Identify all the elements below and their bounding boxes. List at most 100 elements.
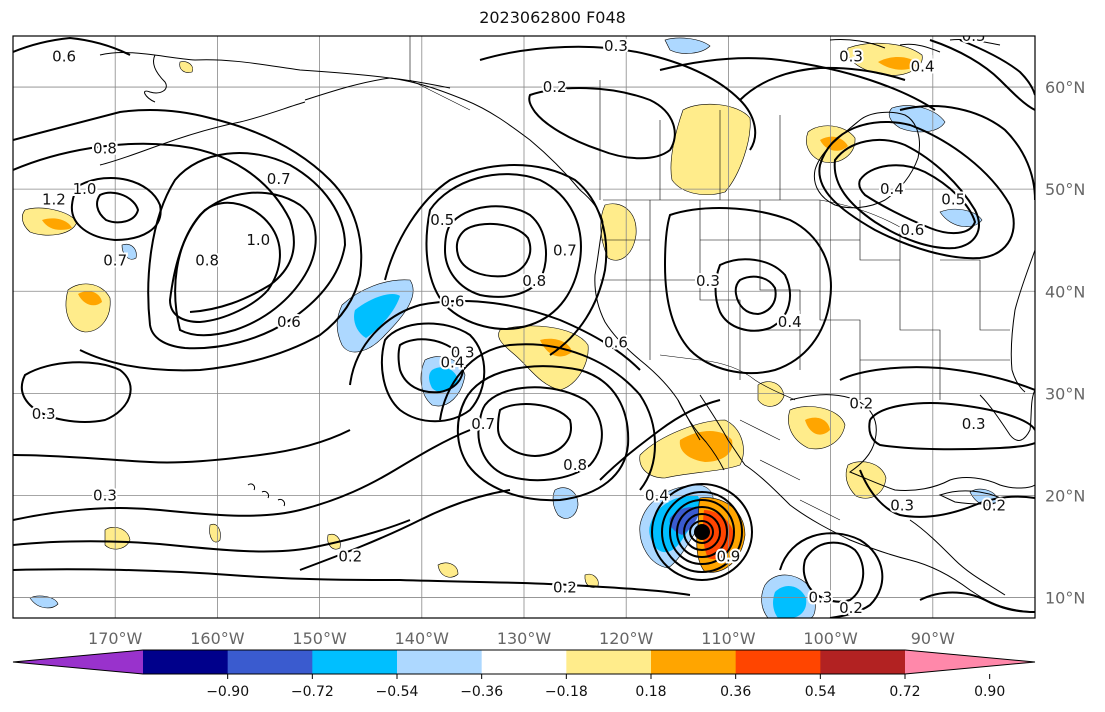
fill-warm-west-pacific-core: [42, 218, 72, 230]
colorbar-tick-label: 0.90: [974, 684, 1005, 700]
lon-tick-label: 160°W: [190, 629, 245, 648]
fill-warm-hawaii-west: [104, 527, 131, 550]
colorbar-tick-label: 0.72: [889, 684, 920, 700]
border-alaska-canada: [409, 36, 471, 111]
contour-hurricane-ring-3: [675, 505, 729, 559]
contour-west-big: [13, 142, 295, 313]
contour-0.2-southeast: [779, 532, 884, 618]
contour-hurricane-ring-5: [660, 490, 744, 574]
contour-west-ring-2: [70, 177, 162, 242]
fill-cold-southeast-core: [773, 586, 807, 618]
contour-label: 0.3: [839, 47, 863, 65]
contour-label: 0.4: [645, 486, 669, 504]
contour-label: 0.2: [338, 548, 362, 566]
contour-label: 0.5: [941, 190, 965, 208]
lon-tick-label: 170°W: [88, 629, 143, 648]
fill-warm-small-3: [437, 562, 459, 578]
contour-east-upper-2: [959, 39, 1035, 96]
colorbar-tick-label: −0.72: [291, 684, 334, 700]
contour-0.2-long: [13, 568, 691, 596]
fill-warm-midpacific-core: [78, 291, 102, 306]
contour-label: 0.3: [604, 37, 628, 55]
contour-label: 0.8: [93, 139, 117, 157]
contour-label: 0.3: [962, 415, 986, 433]
contour-label: 0.2: [849, 395, 873, 413]
contour-us-0.4: [714, 258, 791, 332]
contour-label: 0.2: [553, 578, 577, 596]
contour-label: 0.7: [553, 241, 577, 259]
colorbar-segment: [143, 650, 229, 674]
contour-0.3-gulf: [868, 402, 1035, 451]
contour-central-upper-ring-2: [443, 205, 547, 298]
contour-0.5-east-ring: [818, 120, 1015, 260]
contour-label: 0.3: [696, 272, 720, 290]
lat-tick-label: 10°N: [1045, 589, 1085, 608]
colorbar-tick-label: 0.18: [635, 684, 666, 700]
contour-0.4-east-pacific: [599, 399, 721, 481]
political-borders: [409, 36, 1010, 521]
lat-tick-label: 40°N: [1045, 282, 1085, 301]
contour-label: 0.4: [880, 180, 904, 198]
contour-0.3-canada: [739, 66, 906, 101]
border-states-2: [600, 239, 1010, 361]
lat-tick-label: 20°N: [1045, 486, 1085, 505]
coastline-hudson-bay: [813, 111, 920, 209]
contour-east-arc: [899, 105, 1035, 201]
contour-label: 0.2: [839, 599, 863, 617]
border-us-mexico: [659, 354, 796, 401]
contour-label: 1.0: [246, 231, 270, 249]
fill-warm-canada: [670, 103, 751, 195]
lon-tick-label: 120°W: [599, 629, 654, 648]
contour-0.2-north: [528, 87, 676, 160]
contour-central-upper-big: [425, 173, 582, 330]
colorbar: −0.90 −0.72 −0.54 −0.36 −0.18 0.18 0.36 0.54 0.7…: [12, 649, 1036, 700]
fill-cold-central-core: [354, 293, 400, 338]
contour-mid-0.3: [13, 429, 351, 464]
colorbar-tick-label: −0.54: [376, 684, 419, 700]
contour-central-lower-ring-2: [477, 386, 603, 482]
colorbar-segment: [312, 650, 398, 674]
contour-0.4-long: [13, 429, 471, 521]
contour-label: 0.7: [267, 170, 291, 188]
lon-tick-label: 150°W: [292, 629, 347, 648]
colorbar-segment: [651, 650, 737, 674]
contour-0.2-far-southeast: [919, 591, 1035, 613]
map-title: 2023062800 F048: [479, 8, 626, 27]
contour-0.6-east-ring: [858, 164, 977, 235]
contour-0.3-long: [13, 519, 411, 553]
fill-warm-hudson-core: [820, 136, 848, 151]
fill-warm-gulf-core: [805, 417, 830, 435]
colorbar-segment: [735, 650, 821, 674]
contour-hurricane-ring-4: [668, 498, 736, 566]
longitude-tick-labels: 170°W 160°W 150°W 140°W 130°W 120°W 110°W 100°W…: [88, 629, 955, 648]
contour-0.7-lower: [439, 343, 656, 491]
contour-label: 0.4: [441, 354, 465, 372]
coastlines: [99, 39, 1035, 613]
colorbar-extend-low: [13, 650, 143, 674]
colorbar-tick-label: −0.36: [460, 684, 503, 700]
contour-hurricane-ring-6: [650, 482, 754, 582]
colorbar-tick-label: 0.36: [720, 684, 751, 700]
fill-warm-bering: [179, 61, 193, 73]
coastline-central-america: [909, 519, 1006, 596]
contour-label: 0.6: [604, 333, 628, 351]
fill-cold-aleutian: [121, 243, 137, 260]
map-plot-area: 0.6 0.8 1.0 1.2 0.7 0.7 0.8 1.0 0.6 0.3 0.3 0.2 0.5 0…: [13, 36, 1035, 618]
contour-label: 0.6: [277, 313, 301, 331]
fill-warm-pacific-nw: [600, 203, 637, 261]
contour-0.2-lower: [299, 489, 511, 571]
contour-far-west-ring: [96, 191, 140, 224]
colorbar-tick-label: −0.18: [545, 684, 588, 700]
contour-west-trough-3: [147, 152, 347, 350]
colorbar-outline: [12, 649, 1036, 675]
fill-warm-baja-core: [679, 431, 733, 462]
border-us-canada: [603, 199, 906, 231]
fill-cold-small-east: [969, 488, 999, 506]
colorbar-extend-high: [905, 650, 1035, 674]
contour-label: 0.9: [716, 548, 740, 566]
contour-label: 0.8: [522, 272, 546, 290]
contour-label: 0.6: [52, 47, 76, 65]
fill-warm-arctic-core: [878, 56, 918, 70]
contour-label: 0.6: [900, 221, 924, 239]
